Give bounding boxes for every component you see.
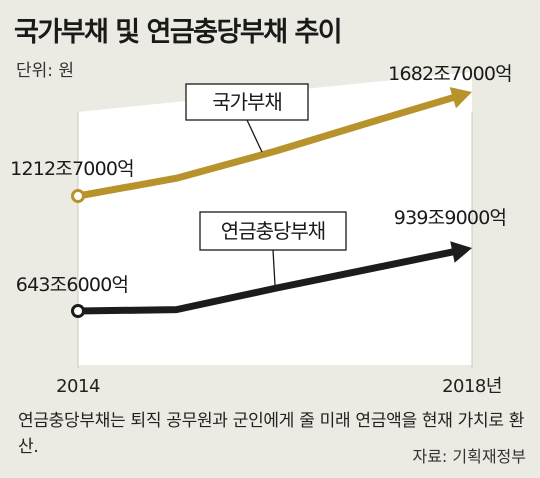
chart-title: 국가부채 및 연금충당부채 추이 xyxy=(14,17,343,48)
value-label-end-pension-liability: 939조9000억 xyxy=(394,207,506,229)
callout-leader-national-debt xyxy=(246,119,263,153)
value-label-start-pension-liability: 643조6000억 xyxy=(16,274,128,296)
callout-box-national-debt xyxy=(185,83,309,121)
series-arrowhead-pension-liability xyxy=(450,241,472,263)
data-point-start-national-debt xyxy=(71,189,85,203)
footnote: 연금충당부채는 퇴직 공무원과 군인에게 줄 미래 연금액을 현재 가치로 환산… xyxy=(18,411,525,457)
data-point-start-pension-liability xyxy=(71,304,85,318)
x-tick-label-start: 2014 xyxy=(56,376,100,397)
series-layer xyxy=(71,87,473,368)
series-arrowhead-national-debt xyxy=(449,87,472,109)
unit-label: 단위: 원 xyxy=(16,61,75,81)
series-line-national-debt xyxy=(77,93,458,200)
callout-leader-pension-liability xyxy=(272,249,276,286)
source-credit: 자료: 기획재정부 xyxy=(412,447,526,466)
series-name-pension-liability: 연금충당부채 xyxy=(221,219,325,243)
x-tick-label-end: 2018년 xyxy=(442,376,502,397)
value-label-start-national-debt: 1212조7000억 xyxy=(10,158,134,180)
callout-box-pension-liability xyxy=(199,211,347,251)
value-label-end-national-debt: 1682조7000억 xyxy=(388,63,512,85)
series-line-pension-liability xyxy=(77,247,458,315)
series-name-national-debt: 국가부채 xyxy=(212,90,282,114)
